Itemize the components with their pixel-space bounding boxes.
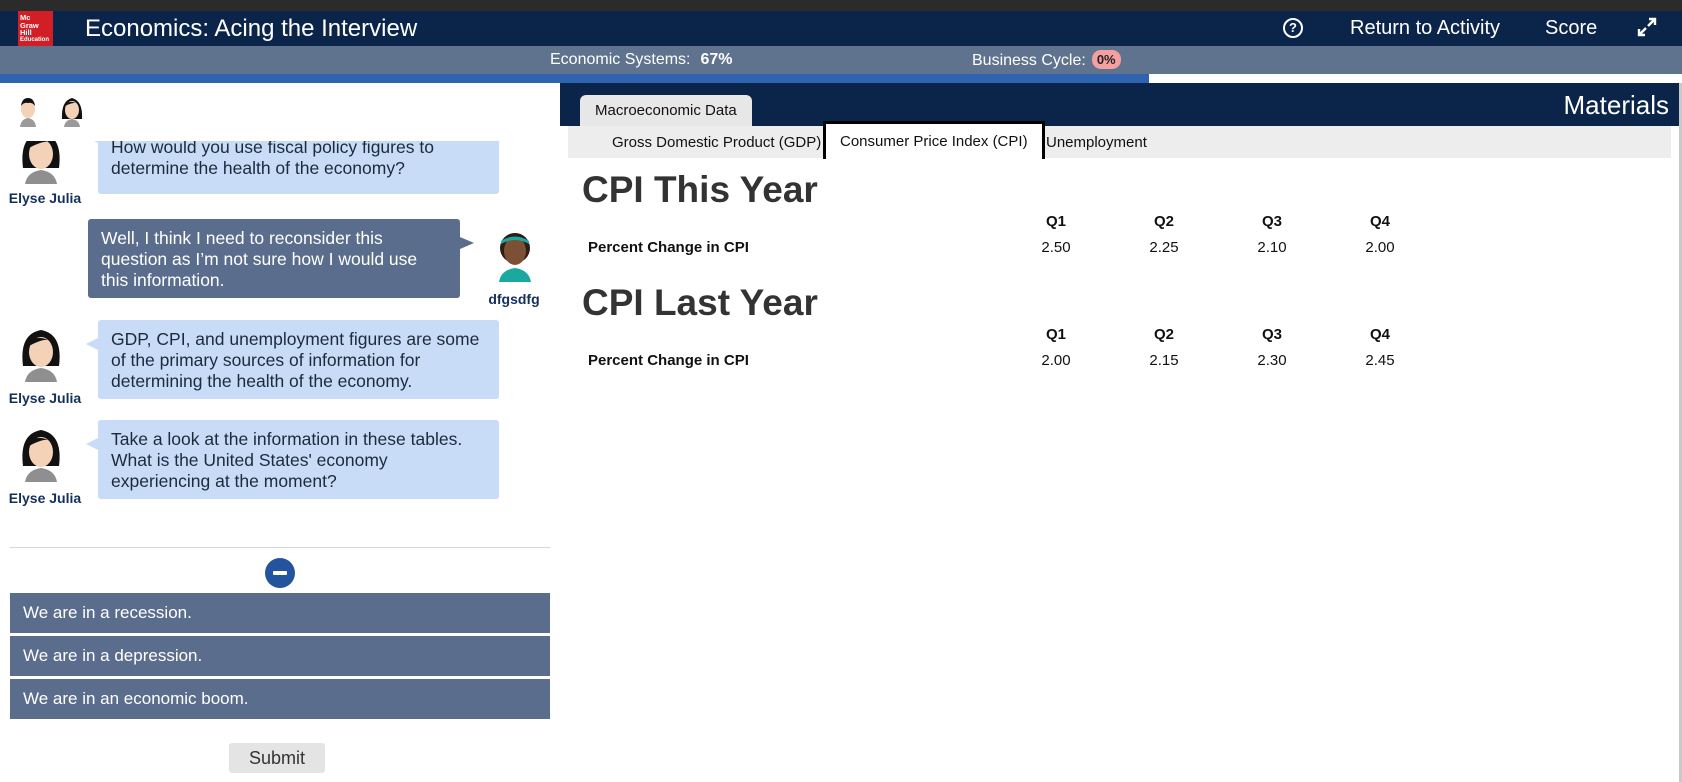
browser-top-strip	[0, 0, 1682, 11]
score-button[interactable]: Score	[1545, 17, 1598, 39]
chat-message: Take a look at the information in these …	[86, 420, 499, 499]
materials-title: Materials	[1563, 90, 1669, 120]
business-cycle-stat: Business Cycle: 0%	[972, 50, 1121, 70]
table-cell: 2.00	[1365, 239, 1395, 256]
column-header: Q3	[1261, 213, 1282, 230]
return-to-activity-button[interactable]: Return to Activity	[1350, 17, 1501, 39]
speaker-name: Elyse Julia	[8, 190, 82, 206]
participant-male-avatar-icon	[20, 98, 36, 127]
conversation-panel: Elyse Julia How would you use fiscal pol…	[0, 83, 560, 782]
table-cell: 2.50	[1041, 239, 1071, 256]
participant-female-avatar-icon	[61, 98, 83, 127]
response-option[interactable]: We are in an economic boom.	[10, 679, 550, 719]
column-header: Q3	[1261, 326, 1282, 343]
dfgsdfg-avatar-icon	[499, 233, 531, 282]
scrollbar-edge	[1679, 83, 1682, 782]
column-header: Q2	[1153, 326, 1174, 343]
progress-bar-fill	[0, 74, 1149, 83]
economic-systems-value: 67%	[700, 51, 733, 68]
speaker-name: Elyse Julia	[8, 490, 82, 506]
status-bar: Economic Systems: 67% Business Cycle: 0%	[0, 46, 1682, 74]
elyse-julia-avatar-icon	[22, 132, 60, 184]
column-header: Q1	[1045, 326, 1066, 343]
table-title: CPI Last Year	[582, 282, 818, 323]
help-icon[interactable]: ?	[1283, 18, 1303, 38]
table-cell: 2.15	[1149, 352, 1179, 369]
chat-history[interactable]: Elyse Julia How would you use fiscal pol…	[0, 83, 560, 623]
column-header: Q4	[1369, 213, 1390, 230]
table-cell: 2.00	[1041, 352, 1071, 369]
materials-panel: Macroeconomic Data Materials Gross Domes…	[560, 83, 1679, 782]
chat-message: GDP, CPI, and unemployment figures are s…	[86, 320, 499, 399]
column-header: Q2	[1153, 213, 1174, 230]
speaker-name: Elyse Julia	[8, 390, 82, 406]
speaker-name: dfgsdfg	[488, 291, 540, 307]
row-label: Percent Change in CPI	[588, 352, 749, 369]
participants-bar	[0, 83, 560, 141]
tab-cpi[interactable]: Consumer Price Index (CPI)	[823, 121, 1045, 159]
table-cell: 2.30	[1257, 352, 1287, 369]
response-option[interactable]: We are in a recession.	[10, 593, 550, 633]
submit-button[interactable]: Submit	[229, 743, 325, 773]
app-title: Economics: Acing the Interview	[85, 15, 418, 42]
row-label: Percent Change in CPI	[588, 239, 749, 256]
business-cycle-badge: 0%	[1091, 50, 1121, 69]
tab-macroeconomic-data[interactable]: Macroeconomic Data	[580, 95, 752, 126]
subtab-bar: Gross Domestic Product (GDP) Consumer Pr…	[568, 121, 1671, 159]
economic-systems-stat: Economic Systems: 67%	[550, 51, 733, 68]
chat-message: Well, I think I need to reconsider this …	[88, 219, 474, 298]
mcgraw-hill-logo: Mc Graw Hill Education	[18, 11, 53, 46]
table-cell: 2.10	[1257, 239, 1287, 256]
materials-header: Macroeconomic Data Materials	[560, 83, 1679, 126]
table-cell: 2.25	[1149, 239, 1179, 256]
table-cell: 2.45	[1365, 352, 1395, 369]
response-option[interactable]: We are in a depression.	[10, 636, 550, 676]
elyse-julia-avatar-icon	[22, 330, 60, 382]
progress-bar	[0, 74, 1682, 83]
divider	[10, 547, 550, 548]
column-header: Q4	[1369, 326, 1390, 343]
table-title: CPI This Year	[582, 169, 818, 210]
collapse-options-icon[interactable]	[265, 558, 295, 588]
tab-unemployment[interactable]: Unemployment	[1046, 134, 1147, 151]
elyse-julia-avatar-icon	[22, 430, 60, 482]
tab-gdp[interactable]: Gross Domestic Product (GDP)	[612, 134, 822, 151]
column-header: Q1	[1045, 213, 1066, 230]
expand-icon[interactable]	[1636, 16, 1658, 38]
app-header: Mc Graw Hill Education Economics: Acing …	[0, 11, 1682, 46]
